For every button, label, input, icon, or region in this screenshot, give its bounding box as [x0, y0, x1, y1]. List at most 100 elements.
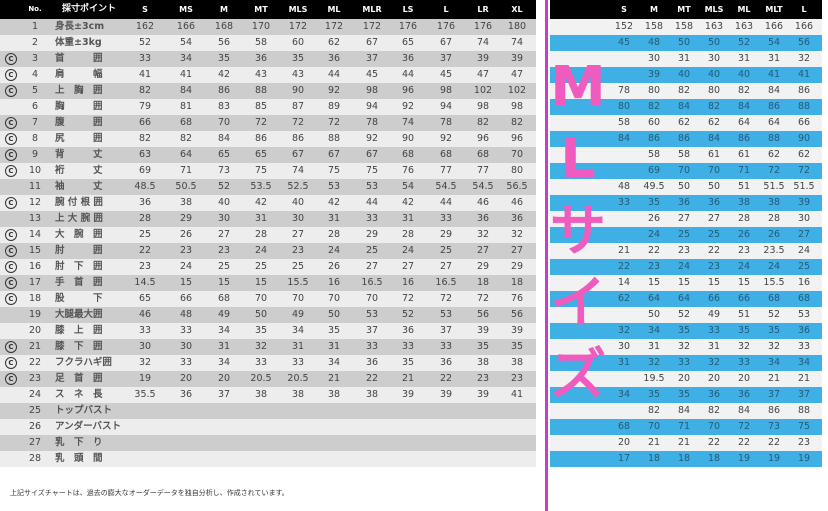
table-row: 58 58 61 61 62 62	[550, 147, 822, 163]
table-row: 69 70 70 71 72 72	[550, 163, 822, 179]
table-cell: 27	[291, 229, 305, 240]
table-cell: 34	[217, 325, 231, 336]
table-cell: 62	[327, 37, 341, 48]
table-cell: 34	[767, 357, 781, 368]
table-cell: 38	[291, 389, 305, 400]
table-cell: 37	[217, 389, 231, 400]
table-cell: 44	[327, 69, 341, 80]
table-cell: 39	[401, 389, 415, 400]
table-cell: 33	[254, 357, 268, 368]
table-cell: 82	[707, 405, 721, 416]
table-cell: 32	[476, 229, 490, 240]
table-cell: 163	[704, 21, 724, 32]
table-cell: 86	[797, 85, 811, 96]
table-cell: 23	[707, 261, 721, 272]
row-number: 17	[28, 277, 42, 288]
measure-label: 肘 囲	[55, 245, 103, 256]
table-cell: 84	[217, 133, 231, 144]
c-mark-icon: C	[5, 245, 17, 257]
table-cell: 92	[439, 133, 453, 144]
table-cell: 39	[476, 389, 490, 400]
table-cell: 30	[617, 341, 631, 352]
table-cell: 72	[476, 293, 490, 304]
c-mark-icon: C	[5, 53, 17, 65]
table-cell: 50	[647, 309, 661, 320]
table-row: C 5 上 胸 囲 82 84 86 88 90 92 98 96 98 102 102	[0, 83, 536, 99]
table-cell: 15	[217, 277, 231, 288]
table-cell: 39	[439, 389, 453, 400]
table-cell: 54.5	[435, 181, 457, 192]
table-cell: 64	[737, 117, 751, 128]
table-cell: 96	[510, 133, 524, 144]
table-cell: 32	[737, 341, 751, 352]
table-cell: 31	[677, 53, 691, 64]
table-cell: 36	[677, 197, 691, 208]
overlay-char: サ	[550, 199, 606, 264]
table-cell: 50	[707, 181, 721, 192]
table-cell: 76	[401, 165, 415, 176]
table-cell: 58	[254, 37, 268, 48]
table-row: 34 35 35 36 36 37 37	[550, 387, 822, 403]
table-cell: 98	[476, 101, 490, 112]
table-cell: 47	[476, 69, 490, 80]
table-cell: 65	[138, 293, 152, 304]
table-cell: 41	[138, 69, 152, 80]
table-cell: 31	[327, 341, 341, 352]
table-cell: 45	[439, 69, 453, 80]
table-cell: 53	[365, 309, 379, 320]
row-number: 8	[31, 133, 39, 144]
table-cell: 15	[179, 277, 193, 288]
table-cell: 92	[327, 85, 341, 96]
table-cell: 53.5	[250, 181, 272, 192]
table-cell: 19	[797, 453, 811, 464]
table-cell: 23	[677, 245, 691, 256]
table-row: C 15 肘 囲 22 23 23 24 23 24 25 24 25 27 27	[0, 243, 536, 259]
table-cell: 158	[644, 21, 664, 32]
table-cell: 36	[254, 53, 268, 64]
table-row: C 22 フクラハギ囲 32 33 34 33 33 34 36 35 36 38 38	[0, 355, 536, 371]
table-cell: 88	[327, 133, 341, 144]
table-cell: 49	[707, 309, 721, 320]
table-cell: 22	[365, 373, 379, 384]
table-cell: 86	[217, 85, 231, 96]
header-size: M	[650, 5, 658, 14]
table-row: 30 31 30 31 31 32	[550, 51, 822, 67]
table-cell: 33	[401, 341, 415, 352]
table-cell: 27	[707, 213, 721, 224]
table-cell: 23	[476, 373, 490, 384]
table-cell: 51.5	[793, 181, 815, 192]
table-cell: 36	[179, 389, 193, 400]
table-row: 26 27 27 28 28 30	[550, 211, 822, 227]
table-row: 48 49.5 50 50 51 51.5 51.5	[550, 179, 822, 195]
table-cell: 30	[138, 341, 152, 352]
row-number: 22	[28, 357, 42, 368]
table-cell: 21	[797, 373, 811, 384]
table-cell: 48	[617, 181, 631, 192]
table-cell: 21	[401, 373, 415, 384]
table-cell: 51	[737, 309, 751, 320]
table-cell: 54.5	[472, 181, 494, 192]
table-cell: 45	[617, 37, 631, 48]
table-cell: 23	[510, 373, 524, 384]
header-no: No.	[28, 5, 42, 13]
c-mark-icon: C	[5, 293, 17, 305]
table-cell: 19	[767, 453, 781, 464]
table-cell: 176	[398, 21, 418, 32]
table-cell: 68	[617, 421, 631, 432]
table-header-row: No. 採寸ポイント S MS M MT MLS ML MLR LS L LR XL	[0, 0, 536, 19]
table-cell: 66	[707, 293, 721, 304]
table-cell: 64	[767, 117, 781, 128]
overlay-char: M	[550, 55, 606, 120]
table-row: 32 34 35 33 35 35 36	[550, 323, 822, 339]
table-cell: 62	[767, 149, 781, 160]
table-cell: 36	[401, 53, 415, 64]
table-cell: 30	[707, 53, 721, 64]
table-cell: 68	[179, 117, 193, 128]
table-cell: 50	[707, 37, 721, 48]
table-cell: 176	[473, 21, 493, 32]
table-cell: 56	[510, 309, 524, 320]
table-cell: 23	[737, 245, 751, 256]
table-cell: 35	[327, 325, 341, 336]
table-row: 14 15 15 15 15 15.5 16	[550, 275, 822, 291]
row-number: 26	[28, 421, 42, 432]
